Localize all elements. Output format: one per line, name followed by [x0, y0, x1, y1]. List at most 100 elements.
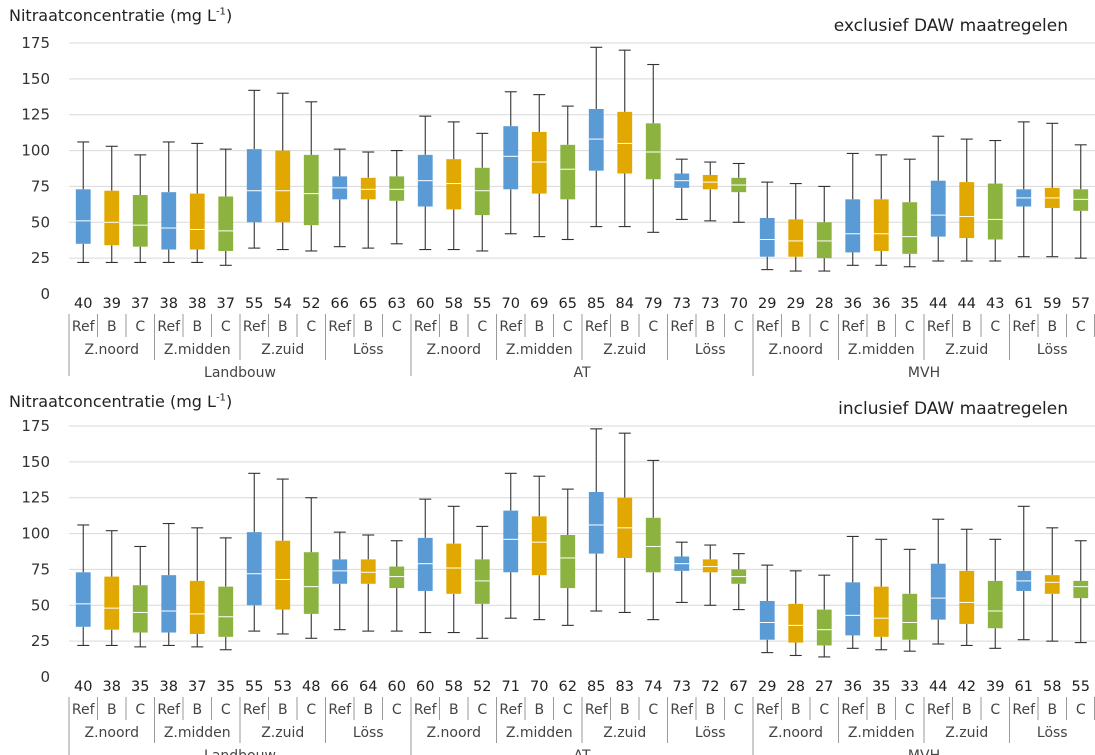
data-label: 58 — [445, 679, 463, 695]
scenario-label: C — [734, 319, 744, 335]
box-ref — [161, 192, 177, 250]
data-label: 55 — [473, 296, 491, 312]
y-axis-label-top: Nitraatconcentratie (mg L-1) — [9, 6, 233, 25]
box-ref — [588, 108, 604, 171]
region-label: Z.zuid — [945, 725, 988, 741]
data-label: 65 — [559, 296, 577, 312]
box-c — [645, 123, 661, 180]
scenario-label: Ref — [585, 702, 609, 718]
region-label: Löss — [695, 342, 726, 358]
data-label: 59 — [1043, 296, 1061, 312]
scenario-label: Ref — [72, 702, 96, 718]
box-c — [389, 566, 405, 589]
data-label: 38 — [160, 679, 178, 695]
data-label: 37 — [188, 679, 206, 695]
data-label: 67 — [730, 679, 748, 695]
box-ref — [161, 575, 177, 633]
scenario-label: C — [819, 702, 829, 718]
region-label: Z.midden — [506, 725, 573, 741]
region-label: Z.noord — [85, 725, 139, 741]
scenario-label: Ref — [499, 702, 523, 718]
scenario-label: Ref — [157, 702, 181, 718]
region-label: Z.noord — [427, 342, 481, 358]
region-label: Z.midden — [848, 342, 915, 358]
scenario-label: B — [876, 319, 886, 335]
scenario-label: B — [705, 319, 715, 335]
region-label: Z.noord — [769, 725, 823, 741]
scenario-label: B — [449, 702, 459, 718]
data-label: 28 — [787, 679, 805, 695]
scenario-label: Ref — [927, 702, 951, 718]
data-label: 71 — [502, 679, 520, 695]
region-label: Z.zuid — [603, 725, 646, 741]
box-c — [1073, 580, 1089, 599]
data-label: 84 — [616, 296, 634, 312]
box-ref — [930, 180, 946, 237]
data-label: 44 — [929, 679, 947, 695]
scenario-label: Ref — [927, 319, 951, 335]
y-tick-label: 25 — [31, 632, 50, 650]
data-label: 42 — [958, 679, 976, 695]
y-tick-label: 150 — [21, 453, 50, 471]
chart-title: exclusief DAW maatregelen — [834, 16, 1068, 36]
data-label: 40 — [74, 679, 92, 695]
scenario-label: Ref — [841, 702, 865, 718]
y-tick-label: 175 — [21, 417, 50, 435]
data-label: 85 — [587, 679, 605, 695]
scenario-label: C — [905, 702, 915, 718]
data-label: 69 — [530, 296, 548, 312]
scenario-label: C — [1076, 702, 1086, 718]
box-b — [275, 540, 291, 610]
box-b — [1044, 575, 1060, 594]
scenario-label: C — [135, 702, 145, 718]
y-tick-label: 50 — [31, 213, 50, 231]
box-c — [987, 580, 1003, 629]
data-label: 64 — [359, 679, 377, 695]
scenario-label: C — [306, 319, 316, 335]
box-ref — [246, 532, 262, 606]
box-c — [987, 183, 1003, 240]
scenario-label: Ref — [756, 319, 780, 335]
scenario-label: B — [534, 319, 544, 335]
scenario-label: C — [734, 702, 744, 718]
scenario-label: Ref — [243, 319, 267, 335]
box-b — [788, 219, 804, 257]
data-label: 53 — [274, 679, 292, 695]
scenario-label: B — [107, 702, 117, 718]
data-label: 44 — [929, 296, 947, 312]
scenario-label: B — [962, 702, 972, 718]
data-label: 35 — [131, 679, 149, 695]
box-c — [645, 517, 661, 573]
data-label: 29 — [758, 679, 776, 695]
scenario-label: Ref — [72, 319, 96, 335]
data-label: 37 — [131, 296, 149, 312]
box-ref — [75, 572, 91, 627]
box-b — [873, 586, 889, 637]
data-label: 73 — [701, 296, 719, 312]
data-label: 48 — [302, 679, 320, 695]
y-tick-label: 150 — [21, 70, 50, 88]
box-c — [132, 585, 148, 633]
box-ref — [332, 559, 348, 584]
region-label: Löss — [353, 725, 384, 741]
data-label: 66 — [331, 679, 349, 695]
data-label: 60 — [388, 679, 406, 695]
region-label: Z.midden — [848, 725, 915, 741]
scenario-label: Ref — [585, 319, 609, 335]
data-label: 58 — [1043, 679, 1061, 695]
box-c — [218, 586, 234, 637]
region-label: Z.zuid — [603, 342, 646, 358]
y-tick-label: 125 — [21, 106, 50, 124]
box-b — [702, 559, 718, 573]
scenario-label: C — [1076, 319, 1086, 335]
box-c — [902, 593, 918, 640]
box-c — [474, 167, 490, 216]
box-b — [446, 159, 462, 210]
scenario-label: B — [620, 319, 630, 335]
scenario-label: Ref — [670, 702, 694, 718]
scenario-label: B — [962, 319, 972, 335]
data-label: 70 — [530, 679, 548, 695]
box-b — [104, 576, 120, 630]
box-b — [360, 559, 376, 584]
region-label: Löss — [1037, 725, 1068, 741]
